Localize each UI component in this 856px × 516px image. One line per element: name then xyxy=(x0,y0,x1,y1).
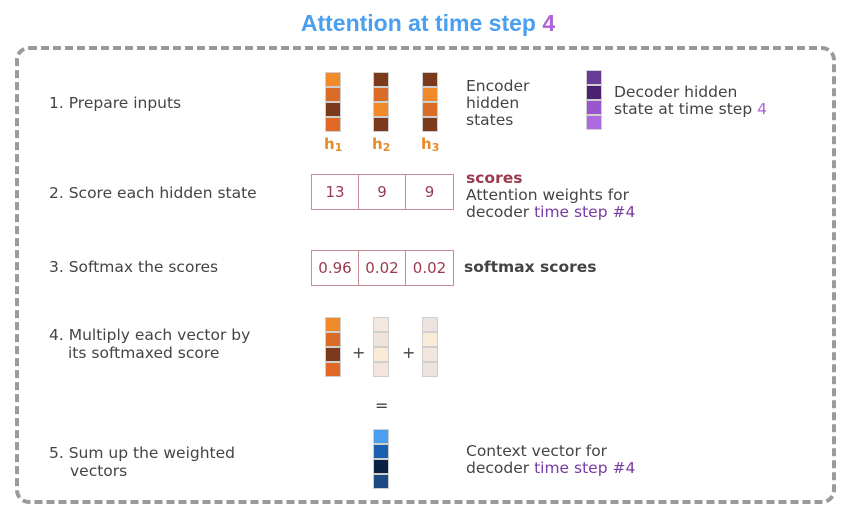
label-h1: h1 xyxy=(324,135,343,154)
vector-cell xyxy=(325,102,341,117)
vector-cell xyxy=(586,85,602,100)
plus-sign: + xyxy=(402,343,416,362)
context-label: Context vector for decoder time step #4 xyxy=(466,443,635,477)
vector-cell xyxy=(325,332,341,347)
vector-cell xyxy=(586,70,602,85)
vector-cell xyxy=(373,72,389,87)
step-4-label-line1: 4. Multiply each vector by xyxy=(49,326,251,344)
vector-cell xyxy=(586,100,602,115)
decoder-label: Decoder hidden state at time step 4 xyxy=(614,84,767,118)
encoder-label: Encoder hidden states xyxy=(466,78,529,129)
vector-cell xyxy=(373,444,389,459)
vector-cell xyxy=(373,474,389,489)
decoder-label-line1: Decoder hidden xyxy=(614,83,738,101)
vector-cell xyxy=(373,362,389,377)
page-title: Attention at time step 4 xyxy=(0,10,856,37)
vector-cell xyxy=(422,347,438,362)
step-5-label-line1: 5. Sum up the weighted xyxy=(49,444,235,462)
context-label-line2: decoder time step #4 xyxy=(466,459,636,477)
step-5-label-line2: vectors xyxy=(70,462,128,480)
scores-desc-line2: decoder time step #4 xyxy=(466,203,636,221)
vector-cell xyxy=(373,87,389,102)
vector-cell xyxy=(373,459,389,474)
vector-cell xyxy=(422,72,438,87)
vector-cell xyxy=(325,117,341,132)
vector-cell xyxy=(325,87,341,102)
softmax-table: 0.96 0.02 0.02 xyxy=(311,250,454,286)
vector-cell xyxy=(373,102,389,117)
softmax-cell: 0.96 xyxy=(312,251,359,285)
scores-table: 13 9 9 xyxy=(311,174,454,210)
scores-label: scores Attention weights for decoder tim… xyxy=(466,170,635,221)
score-cell: 9 xyxy=(424,183,435,201)
step-2-label: 2. Score each hidden state xyxy=(49,184,257,202)
score-cell: 13 xyxy=(312,175,359,209)
vector-cell xyxy=(373,317,389,332)
decoder-label-line2: state at time step 4 xyxy=(614,100,767,118)
vector-cell xyxy=(422,102,438,117)
encoder-label-line2: hidden xyxy=(466,94,520,112)
encoder-label-line1: Encoder xyxy=(466,77,530,95)
title-step: 4 xyxy=(542,10,556,36)
softmax-cell: 0.02 xyxy=(412,259,447,277)
encoder-label-line3: states xyxy=(466,111,514,129)
step-4-label-line2: its softmaxed score xyxy=(68,344,220,362)
score-cell: 9 xyxy=(359,175,406,209)
softmax-label: softmax scores xyxy=(464,258,597,276)
step-1-label: 1. Prepare inputs xyxy=(49,94,182,112)
vector-cell xyxy=(422,87,438,102)
vector-cell xyxy=(373,332,389,347)
vector-cell xyxy=(422,362,438,377)
title-text: Attention at time step xyxy=(300,10,543,36)
equals-sign: = xyxy=(375,396,389,415)
vector-cell xyxy=(325,362,341,377)
label-h2: h2 xyxy=(372,135,391,154)
scores-desc-line1: Attention weights for xyxy=(466,186,630,204)
vector-cell xyxy=(373,429,389,444)
vector-cell xyxy=(586,115,602,130)
dashed-frame xyxy=(15,46,836,504)
plus-sign: + xyxy=(352,343,366,362)
vector-cell xyxy=(325,72,341,87)
vector-cell xyxy=(325,317,341,332)
vector-cell xyxy=(422,117,438,132)
softmax-cell: 0.02 xyxy=(359,251,406,285)
context-label-line1: Context vector for xyxy=(466,442,608,460)
step-3-label: 3. Softmax the scores xyxy=(49,258,219,276)
vector-cell xyxy=(422,332,438,347)
vector-cell xyxy=(373,117,389,132)
vector-cell xyxy=(373,347,389,362)
label-h3: h3 xyxy=(421,135,440,154)
vector-cell xyxy=(422,317,438,332)
vector-cell xyxy=(325,347,341,362)
scores-title: scores xyxy=(466,169,523,187)
